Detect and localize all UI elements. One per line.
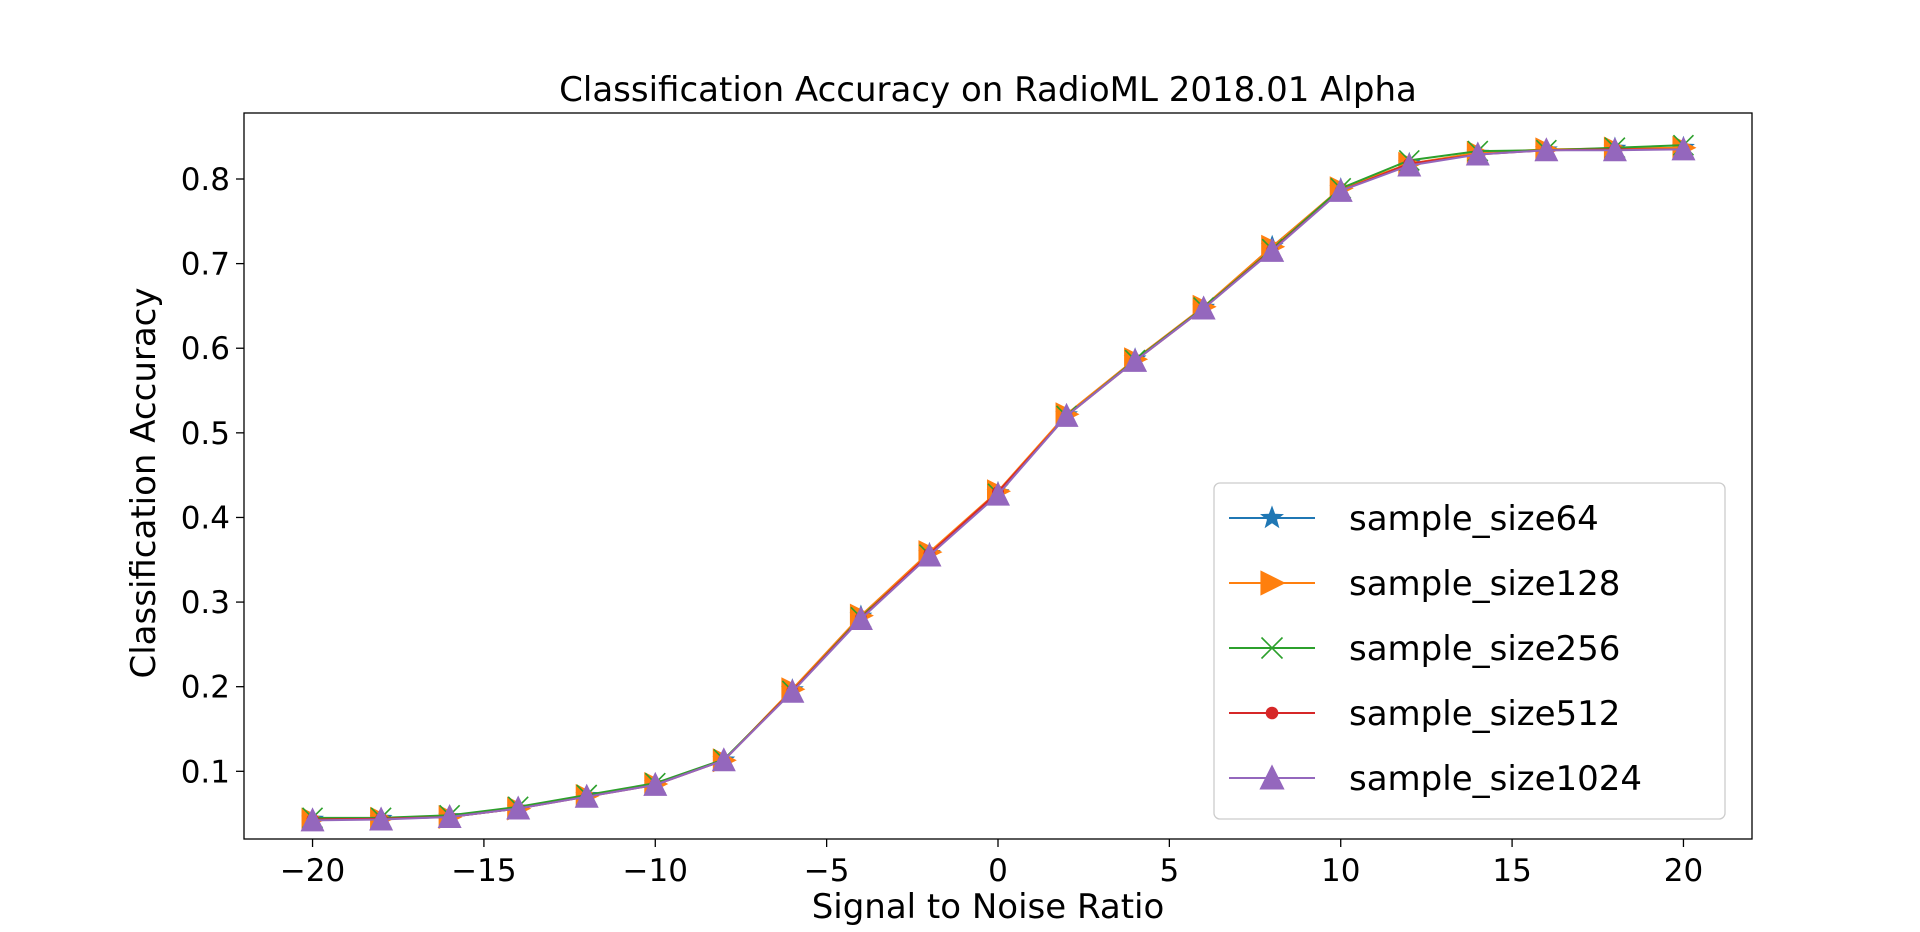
x-tick-label: −20 (280, 853, 345, 889)
legend-label: sample_size128 (1349, 564, 1620, 604)
y-axis: 0.1 0.2 0.3 0.4 0.5 0.6 0.7 0.8 (181, 162, 244, 790)
data-point (848, 606, 873, 630)
y-tick-label: 0.1 (181, 754, 230, 790)
data-point (986, 481, 1010, 506)
data-point (1260, 237, 1285, 262)
data-point (506, 795, 531, 820)
data-point (1465, 141, 1490, 166)
legend: sample_size64 sample_size128 sample_size25… (1213, 482, 1726, 820)
data-point (643, 771, 668, 796)
data-point (574, 783, 599, 808)
data-point (437, 804, 462, 828)
legend-marker (1259, 764, 1285, 790)
x-tick-label: 15 (1492, 853, 1531, 889)
data-point (1397, 152, 1422, 177)
x-tick-label: 5 (1159, 853, 1179, 889)
data-point (369, 806, 394, 831)
legend-label: sample_size1024 (1349, 759, 1642, 799)
data-point (1191, 295, 1216, 320)
data-point (1671, 136, 1696, 161)
x-tick-label: 0 (988, 853, 1008, 889)
legend-label: sample_size256 (1349, 629, 1620, 669)
y-tick-label: 0.7 (181, 247, 230, 283)
data-point (1534, 137, 1559, 162)
x-tick-label: −5 (804, 853, 850, 889)
legend-item: sample_size64 (1229, 499, 1599, 539)
data-point (1123, 347, 1148, 372)
legend-item: sample_size256 (1229, 629, 1620, 669)
legend-marker (1265, 706, 1279, 720)
legend-item: sample_size1024 (1229, 759, 1642, 799)
legend-item: sample_size512 (1229, 694, 1620, 734)
x-axis: −20 −15 −10 −5 0 5 10 15 20 (280, 839, 1703, 889)
legend-item: sample_size128 (1229, 564, 1620, 604)
series-layer (300, 134, 1697, 832)
data-point (1602, 137, 1627, 162)
x-axis-label: Signal to Noise Ratio (812, 887, 1165, 927)
series-sample_size1024 (300, 136, 1696, 832)
y-tick-label: 0.4 (181, 500, 230, 536)
y-axis-label: Classification Accuracy (124, 288, 164, 679)
data-point (780, 678, 805, 703)
chart-title: Classification Accuracy on RadioML 2018.… (559, 70, 1417, 110)
data-point (300, 807, 325, 832)
x-tick-label: −10 (623, 853, 688, 889)
data-point (1328, 177, 1353, 202)
data-point (1054, 402, 1079, 427)
y-tick-label: 0.3 (181, 585, 230, 621)
y-tick-label: 0.5 (181, 416, 230, 452)
legend-box (1213, 482, 1726, 820)
data-point (711, 747, 736, 772)
legend-label: sample_size64 (1349, 499, 1599, 539)
data-point (917, 542, 942, 567)
y-tick-label: 0.2 (181, 670, 230, 706)
x-tick-label: 10 (1321, 853, 1360, 889)
x-tick-label: −15 (451, 853, 516, 889)
legend-label: sample_size512 (1349, 694, 1620, 734)
y-tick-label: 0.6 (181, 331, 230, 367)
legend-marker (1260, 636, 1284, 660)
x-tick-label: 20 (1664, 853, 1703, 889)
legend-marker (1260, 505, 1284, 529)
y-tick-label: 0.8 (181, 162, 230, 198)
legend-marker (1260, 570, 1286, 596)
